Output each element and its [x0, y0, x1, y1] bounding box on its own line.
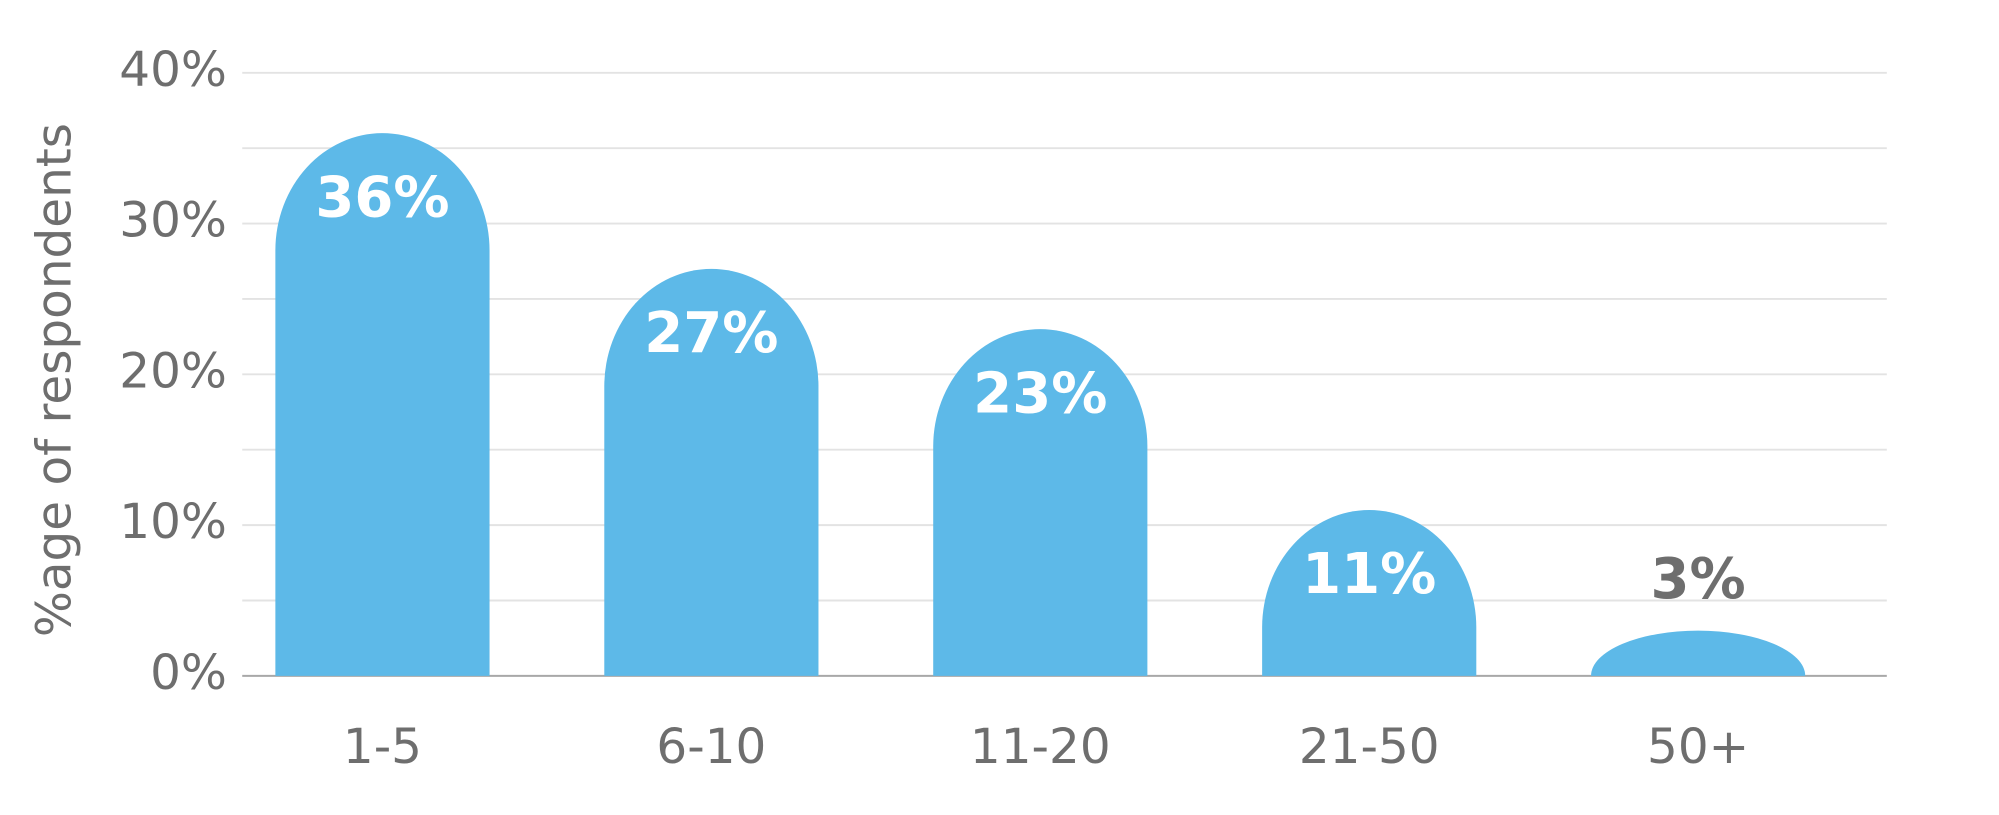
bar [1591, 630, 1806, 676]
bar [604, 268, 819, 676]
y-tick-label: 30% [119, 193, 227, 249]
y-tick-label: 20% [119, 343, 227, 399]
value-label: 3% [1651, 547, 1746, 612]
x-tick-label: 1-5 [343, 719, 422, 775]
value-label: 36% [315, 165, 449, 230]
y-tick-label: 0% [150, 645, 227, 701]
bar [275, 133, 490, 676]
value-label: 11% [1302, 542, 1436, 607]
x-tick-label: 21-50 [1299, 719, 1440, 775]
x-tick-label: 50+ [1647, 719, 1749, 775]
x-tick-label: 11-20 [970, 719, 1111, 775]
y-tick-label: 40% [119, 42, 227, 98]
value-label: 23% [973, 361, 1107, 426]
y-axis-label: %age of respondents [26, 123, 82, 637]
bar [933, 329, 1148, 676]
y-tick-label: 10% [119, 494, 227, 550]
x-tick-label: 6-10 [656, 719, 766, 775]
value-label: 27% [644, 301, 778, 366]
bar [1262, 510, 1477, 676]
